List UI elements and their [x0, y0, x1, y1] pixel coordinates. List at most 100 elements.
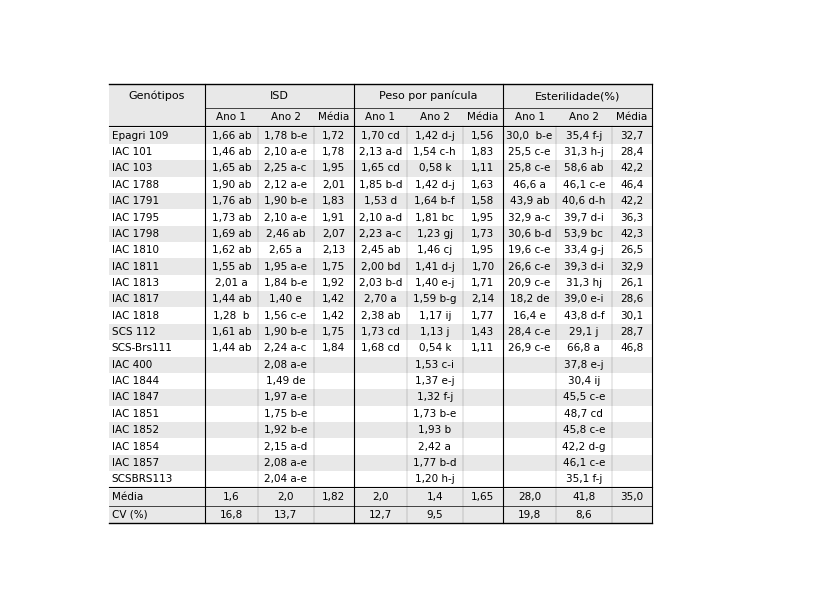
Text: Ano 2: Ano 2	[420, 112, 450, 122]
Text: 46,1 c-e: 46,1 c-e	[563, 180, 605, 190]
Text: 26,1: 26,1	[620, 278, 644, 288]
Bar	[109, 389, 652, 405]
Text: 1,83: 1,83	[471, 147, 495, 157]
Bar	[109, 127, 652, 144]
Text: Esterilidade(%): Esterilidade(%)	[535, 91, 620, 101]
Text: IAC 103: IAC 103	[112, 163, 152, 173]
Text: 1,72: 1,72	[322, 131, 345, 141]
Bar	[109, 438, 652, 455]
Text: 26,6 c-e: 26,6 c-e	[508, 261, 551, 271]
Text: IAC 1857: IAC 1857	[112, 458, 159, 468]
Text: 1,76 ab: 1,76 ab	[212, 196, 251, 206]
Text: 48,7 cd: 48,7 cd	[564, 409, 604, 419]
Text: 42,2: 42,2	[620, 196, 644, 206]
Text: 42,2: 42,2	[620, 163, 644, 173]
Text: 1,42 d-j: 1,42 d-j	[415, 180, 455, 190]
Text: Ano 2: Ano 2	[271, 112, 301, 122]
Text: 1,93 b: 1,93 b	[418, 425, 452, 435]
Text: SCS 112: SCS 112	[112, 327, 155, 337]
Bar	[109, 405, 652, 422]
Text: 1,42: 1,42	[322, 311, 345, 321]
Text: 1,23 gj: 1,23 gj	[416, 229, 453, 239]
Text: 1,40 e: 1,40 e	[269, 294, 302, 304]
Text: 2,65 a: 2,65 a	[269, 245, 302, 255]
Text: 25,5 c-e: 25,5 c-e	[508, 147, 551, 157]
Text: 32,9: 32,9	[620, 261, 644, 271]
Text: 30,6 b-d: 30,6 b-d	[508, 229, 551, 239]
Text: 1,46 cj: 1,46 cj	[417, 245, 452, 255]
Text: 1,44 ab: 1,44 ab	[212, 343, 251, 353]
Text: IAC 1810: IAC 1810	[112, 245, 159, 255]
Text: IAC 1851: IAC 1851	[112, 409, 159, 419]
Text: 1,78 b-e: 1,78 b-e	[264, 131, 308, 141]
Text: 30,1: 30,1	[620, 311, 644, 321]
Text: 1,68 cd: 1,68 cd	[361, 343, 400, 353]
Text: 20,9 c-e: 20,9 c-e	[508, 278, 551, 288]
Text: 28,4: 28,4	[620, 147, 644, 157]
Bar	[109, 455, 652, 471]
Text: Ano 1: Ano 1	[366, 112, 395, 122]
Bar	[109, 144, 652, 160]
Text: 45,5 c-e: 45,5 c-e	[563, 392, 605, 402]
Text: 1,41 d-j: 1,41 d-j	[415, 261, 455, 271]
Text: 2,46 ab: 2,46 ab	[266, 229, 305, 239]
Text: 19,8: 19,8	[518, 510, 542, 520]
Text: 2,42 a: 2,42 a	[418, 441, 452, 451]
Text: 2,0: 2,0	[372, 493, 389, 503]
Text: 2,10 a-e: 2,10 a-e	[264, 147, 307, 157]
Text: 2,04 a-e: 2,04 a-e	[264, 474, 307, 484]
Text: 1,20 h-j: 1,20 h-j	[415, 474, 455, 484]
Text: 28,0: 28,0	[518, 493, 541, 503]
Text: 2,08 a-e: 2,08 a-e	[264, 360, 307, 370]
Text: 2,08 a-e: 2,08 a-e	[264, 458, 307, 468]
Bar	[109, 258, 652, 275]
Text: Ano 1: Ano 1	[515, 112, 545, 122]
Text: 1,40 e-j: 1,40 e-j	[415, 278, 455, 288]
Text: 1,42: 1,42	[322, 294, 345, 304]
Text: 28,4 c-e: 28,4 c-e	[508, 327, 551, 337]
Text: 33,4 g-j: 33,4 g-j	[564, 245, 604, 255]
Text: 1,53 d: 1,53 d	[364, 196, 397, 206]
Text: 1,37 e-j: 1,37 e-j	[415, 376, 455, 386]
Text: 39,3 d-i: 39,3 d-i	[564, 261, 604, 271]
Text: 9,5: 9,5	[426, 510, 443, 520]
Bar	[109, 291, 652, 307]
Text: CV (%): CV (%)	[112, 510, 147, 520]
Text: SCSBRS113: SCSBRS113	[112, 474, 173, 484]
Bar	[109, 209, 652, 226]
Text: Média: Média	[112, 493, 143, 503]
Text: 40,6 d-h: 40,6 d-h	[562, 196, 605, 206]
Text: 36,3: 36,3	[620, 212, 644, 222]
Text: 2,13: 2,13	[322, 245, 345, 255]
Text: 2,10 a-d: 2,10 a-d	[359, 212, 402, 222]
Text: 1,90 b-e: 1,90 b-e	[264, 327, 308, 337]
Text: 1,95: 1,95	[322, 163, 345, 173]
Text: 1,73 cd: 1,73 cd	[361, 327, 400, 337]
Text: 1,65: 1,65	[471, 493, 495, 503]
Text: 1,73 ab: 1,73 ab	[212, 212, 251, 222]
Text: 35,1 f-j: 35,1 f-j	[566, 474, 602, 484]
Bar	[109, 176, 652, 193]
Text: 43,8 d-f: 43,8 d-f	[564, 311, 605, 321]
Text: IAC 1795: IAC 1795	[112, 212, 159, 222]
Text: Peso por panícula: Peso por panícula	[380, 91, 478, 101]
Text: 1,73: 1,73	[471, 229, 495, 239]
Text: 42,2 d-g: 42,2 d-g	[562, 441, 605, 451]
Text: SCS-Brs111: SCS-Brs111	[112, 343, 173, 353]
Text: 1,59 b-g: 1,59 b-g	[413, 294, 456, 304]
Bar	[109, 340, 652, 356]
Text: 1,71: 1,71	[471, 278, 495, 288]
Text: 1,61 ab: 1,61 ab	[212, 327, 251, 337]
Text: 19,6 c-e: 19,6 c-e	[508, 245, 551, 255]
Text: 1,78: 1,78	[322, 147, 345, 157]
Text: 2,0: 2,0	[277, 493, 294, 503]
Text: ISD: ISD	[270, 91, 289, 101]
Text: 1,62 ab: 1,62 ab	[212, 245, 251, 255]
Text: 1,90 ab: 1,90 ab	[212, 180, 251, 190]
Text: 1,46 ab: 1,46 ab	[212, 147, 251, 157]
Text: 39,0 e-i: 39,0 e-i	[564, 294, 604, 304]
Text: 1,83: 1,83	[322, 196, 345, 206]
Text: 32,7: 32,7	[620, 131, 644, 141]
Text: 26,9 c-e: 26,9 c-e	[508, 343, 551, 353]
Text: IAC 1788: IAC 1788	[112, 180, 159, 190]
